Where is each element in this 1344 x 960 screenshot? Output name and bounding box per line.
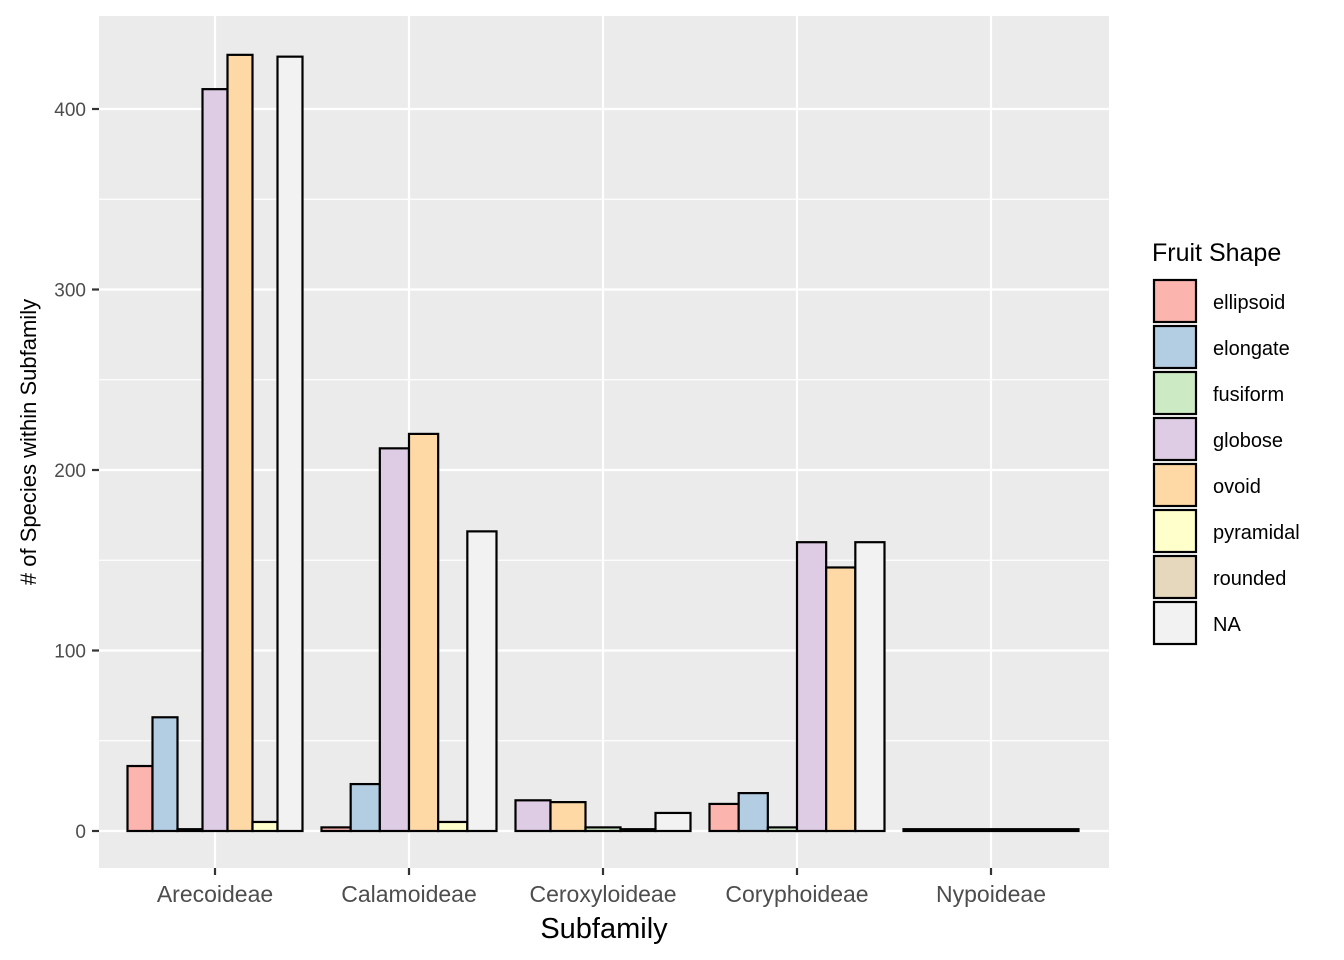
x-axis-title: Subfamily [540,913,668,945]
legend: Fruit Shape ellipsoid elongate fusiform glo… [1152,239,1300,646]
bar-na-arecoideae [276,55,304,833]
y-tick-label: 300 [54,281,86,302]
bar-fusiform-ceroxyloideae [584,826,622,833]
bar-ovoid-arecoideae [226,53,254,833]
y-tick-label: 400 [54,100,86,121]
bars [126,53,1080,833]
x-tick-label: Coryphoideae [725,881,868,907]
bar-pyramidal-arecoideae [251,820,279,833]
legend-key-ellipsoid [1152,278,1198,324]
x-axis: Arecoideae Calamoideae Ceroxyloideae Coryph… [157,868,1046,907]
y-tick-label: 0 [75,822,86,843]
bar-elongate-arecoideae [151,716,179,833]
bar-na-calamoideae [466,530,498,833]
bar-fusiform-arecoideae [176,828,204,833]
legend-label: elongate [1213,338,1290,360]
bar-ovoid-ceroxyloideae [549,801,587,833]
legend-key-ovoid [1152,462,1198,508]
bar-globose-ceroxyloideae [514,799,552,833]
bar-na-ceroxyloideae [654,811,692,833]
bar-fusiform-coryphoideae [766,826,799,833]
bar-na-nypoideae [902,828,1080,833]
bar-ovoid-coryphoideae [825,566,857,833]
bar-elongate-coryphoideae [737,791,769,833]
legend-key-na [1152,600,1198,646]
legend-key-globose [1152,416,1198,462]
y-tick-label: 100 [54,642,86,663]
legend-title: Fruit Shape [1152,239,1281,267]
legend-label: ovoid [1213,476,1261,498]
x-tick-label: Nypoideae [936,881,1046,907]
legend-label: rounded [1213,568,1286,590]
y-axis-title: # of Species within Subfamily [16,299,41,585]
legend-key-elongate [1152,324,1198,370]
bar-globose-calamoideae [378,447,411,833]
y-axis: 0 100 200 300 400 [54,100,99,843]
x-tick-label: Arecoideae [157,881,273,907]
legend-label: fusiform [1213,384,1284,406]
bar-globose-coryphoideae [795,541,828,833]
bar-ellipsoid-calamoideae [320,826,352,833]
y-tick-label: 200 [54,461,86,482]
legend-label: ellipsoid [1213,292,1285,314]
bar-ellipsoid-arecoideae [126,764,154,833]
legend-key-fusiform [1152,370,1198,416]
bar-ellipsoid-coryphoideae [708,802,740,833]
bar-ovoid-calamoideae [407,432,440,833]
bar-elongate-calamoideae [349,782,381,833]
bar-globose-arecoideae [201,88,229,833]
legend-label: globose [1213,430,1283,452]
x-tick-label: Calamoideae [341,881,477,907]
legend-label: NA [1213,614,1241,636]
x-tick-label: Ceroxyloideae [529,881,676,907]
bar-pyramidal-calamoideae [437,820,469,833]
legend-key-pyramidal [1152,508,1198,554]
bar-pyramidal-ceroxyloideae [619,828,657,833]
bar-na-coryphoideae [854,541,886,833]
legend-label: pyramidal [1213,522,1300,544]
legend-key-rounded [1152,554,1198,600]
